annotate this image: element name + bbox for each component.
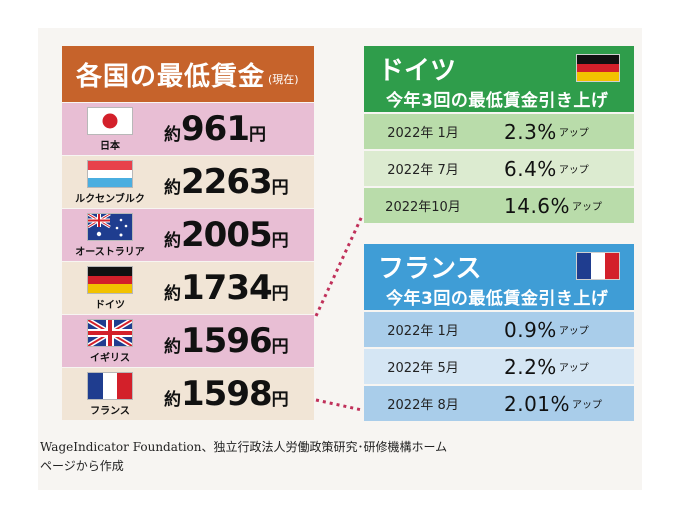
raise-date: 2022年 1月 (387, 324, 459, 339)
left-panel-header: 各国の最低賃金 (現在) (62, 46, 314, 102)
wage-value: 約 1598 円 (164, 377, 289, 411)
yen-unit: 円 (248, 125, 266, 145)
source-line-2: ページから作成 (40, 459, 124, 473)
yen-unit: 円 (271, 178, 289, 198)
wage-value: 約 2263 円 (164, 165, 289, 199)
approx-label: 約 (164, 337, 181, 357)
source-line-1: WageIndicator Foundation、独立行政法人労働政策研究･研修… (40, 440, 448, 454)
wage-row-germany: ドイツ 約 1734 円 (62, 262, 314, 314)
country-name: イギリス (90, 352, 130, 364)
raise-date: 2022年 1月 (387, 126, 459, 141)
germany-flag-icon (576, 54, 620, 82)
wage-amount: 961 (181, 109, 250, 149)
france-row: 2022年 8月 2.01% アップ (364, 386, 634, 421)
wage-table: 日本 約 961 円 ルクセンブルク 約 2263 円 (62, 103, 314, 421)
wage-value: 約 2005 円 (164, 218, 289, 252)
wage-value: 約 1734 円 (164, 271, 289, 305)
luxembourg-flag-icon (87, 159, 133, 188)
france-subtitle: 今年3回の最低賃金引き上げ (386, 289, 609, 309)
raise-up-label: アップ (572, 400, 603, 411)
approx-label: 約 (164, 178, 181, 198)
germany-connector (314, 215, 364, 317)
raise-up-label: アップ (558, 363, 589, 374)
dotted-connectors (314, 215, 364, 412)
country-name: フランス (90, 405, 130, 417)
left-panel-title: 各国の最低賃金 (76, 61, 266, 92)
japan-flag-icon (87, 106, 133, 135)
germany-panel: ドイツ 今年3回の最低賃金引き上げ 2022年 1月 2.3% アップ 2022… (364, 46, 634, 223)
flag-cell: イギリス (62, 318, 158, 364)
raise-date: 2022年 7月 (387, 163, 459, 178)
germany-row: 2022年 7月 6.4% アップ (364, 151, 634, 186)
wage-value: 約 1596 円 (164, 324, 289, 358)
wage-row-uk: イギリス 約 1596 円 (62, 315, 314, 367)
germany-row: 2022年10月 14.6% アップ (364, 188, 634, 223)
country-name: 日本 (100, 140, 120, 152)
raise-percent: 2.01% (504, 391, 571, 416)
country-name: オーストラリア (75, 246, 145, 258)
approx-label: 約 (164, 231, 181, 251)
raise-up-label: アップ (558, 165, 589, 176)
france-header: フランス 今年3回の最低賃金引き上げ (364, 244, 634, 310)
raise-percent: 6.4% (504, 156, 557, 181)
wage-row-france: フランス 約 1598 円 (62, 368, 314, 420)
france-row: 2022年 5月 2.2% アップ (364, 349, 634, 384)
wage-row-japan: 日本 約 961 円 (62, 103, 314, 155)
left-panel-subtitle: (現在) (268, 73, 299, 86)
australia-flag-icon (87, 212, 133, 241)
raise-date: 2022年 8月 (387, 398, 459, 413)
wage-amount: 1734 (181, 268, 273, 308)
raise-up-label: アップ (558, 128, 589, 139)
france-flag-icon (576, 252, 620, 280)
raise-percent: 14.6% (504, 193, 571, 218)
germany-subtitle: 今年3回の最低賃金引き上げ (386, 91, 609, 111)
germany-row: 2022年 1月 2.3% アップ (364, 114, 634, 149)
yen-unit: 円 (271, 337, 289, 357)
country-name: ルクセンブルク (75, 193, 145, 205)
country-name: ドイツ (95, 299, 125, 311)
wage-amount: 1598 (181, 374, 273, 414)
france-title: フランス (378, 254, 482, 284)
approx-label: 約 (164, 284, 181, 304)
flag-cell: オーストラリア (62, 212, 158, 258)
wage-amount: 2005 (181, 215, 273, 255)
wage-amount: 1596 (181, 321, 273, 361)
germany-title: ドイツ (378, 56, 457, 86)
wage-value: 約 961 円 (164, 112, 266, 146)
source-note: WageIndicator Foundation、独立行政法人労働政策研究･研修… (40, 438, 640, 476)
raise-percent: 2.3% (504, 119, 557, 144)
france-flag-icon (87, 371, 133, 400)
raise-up-label: アップ (572, 202, 603, 213)
raise-percent: 0.9% (504, 317, 557, 342)
flag-cell: フランス (62, 371, 158, 417)
raise-date: 2022年10月 (385, 200, 461, 215)
flag-cell: 日本 (62, 106, 158, 152)
wage-row-luxembourg: ルクセンブルク 約 2263 円 (62, 156, 314, 208)
yen-unit: 円 (271, 390, 289, 410)
approx-label: 約 (164, 390, 181, 410)
raise-up-label: アップ (558, 326, 589, 337)
germany-header: ドイツ 今年3回の最低賃金引き上げ (364, 46, 634, 112)
wage-row-australia: オーストラリア 約 2005 円 (62, 209, 314, 261)
wage-amount: 2263 (181, 162, 273, 202)
germany-flag-icon (87, 265, 133, 294)
france-panel: フランス 今年3回の最低賃金引き上げ 2022年 1月 0.9% アップ 202… (364, 244, 634, 421)
france-row: 2022年 1月 0.9% アップ (364, 312, 634, 347)
raise-date: 2022年 5月 (387, 361, 459, 376)
yen-unit: 円 (271, 284, 289, 304)
france-connector (315, 398, 363, 412)
uk-flag-icon (87, 318, 133, 347)
raise-percent: 2.2% (504, 354, 557, 379)
approx-label: 約 (164, 125, 181, 145)
yen-unit: 円 (271, 231, 289, 251)
flag-cell: ドイツ (62, 265, 158, 311)
flag-cell: ルクセンブルク (62, 159, 158, 205)
